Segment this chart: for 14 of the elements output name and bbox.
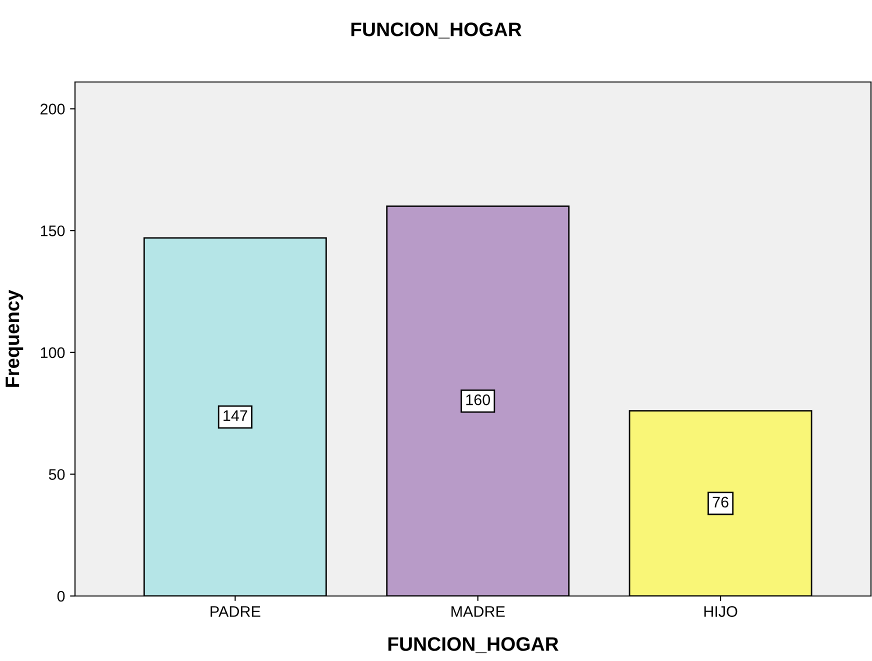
x-tick-label: HIJO <box>704 606 738 617</box>
x-tick-label: MADRE <box>452 606 505 617</box>
y-tick-label: 200 <box>40 104 65 114</box>
chart-title: FUNCION_HOGAR <box>351 22 522 38</box>
x-axis-title: FUNCION_HOGAR <box>388 637 558 654</box>
y-tick-label: 0 <box>57 590 65 602</box>
x-tick-label: PADRE <box>210 606 260 617</box>
y-axis-title: Frequency <box>6 290 24 387</box>
y-tick-label: 150 <box>40 225 65 236</box>
data-label: 76 <box>712 496 728 508</box>
data-label: 160 <box>466 394 490 406</box>
data-label: 147 <box>224 410 248 421</box>
y-tick-label: 100 <box>40 347 65 358</box>
y-tick-label: 50 <box>48 469 65 480</box>
